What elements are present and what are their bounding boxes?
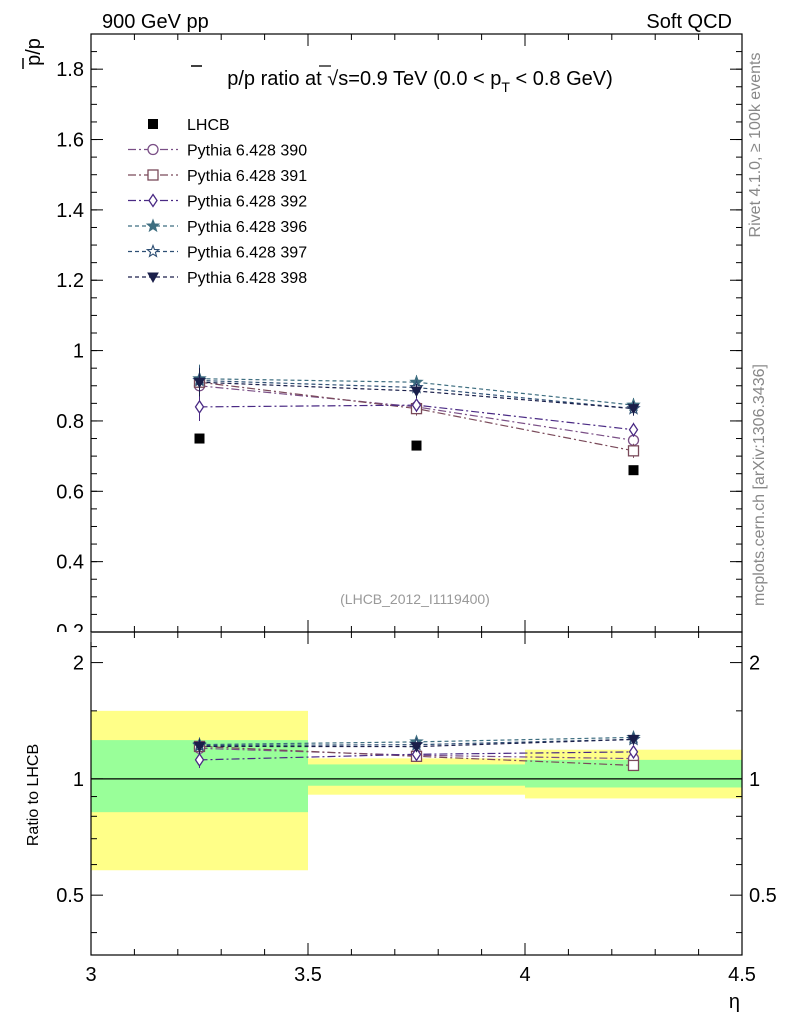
band-green-1 bbox=[308, 764, 525, 786]
series-point-5-2 bbox=[627, 404, 640, 415]
y-tick-label-0: 0.4 bbox=[56, 552, 84, 574]
series-line-0 bbox=[199, 385, 634, 441]
y-axis-title: p/p bbox=[22, 38, 45, 69]
data-point-lhcb-2 bbox=[628, 465, 639, 476]
y-tick-label-2: 0.8 bbox=[56, 411, 84, 433]
legend-label-5: Pythia 6.428 398 bbox=[187, 270, 307, 287]
data-point-lhcb-0 bbox=[194, 433, 205, 444]
y-tick-label-6: 1.6 bbox=[56, 130, 84, 152]
series-point-2-0 bbox=[194, 399, 205, 415]
title-sub: T bbox=[501, 79, 510, 95]
ratio-point-1-2 bbox=[627, 759, 640, 772]
title-pre: p/p ratio at bbox=[227, 68, 327, 90]
y-tick-label-3: 1 bbox=[73, 341, 84, 363]
header-left-label: 900 GeV pp bbox=[102, 11, 209, 33]
legend-marker-0 bbox=[147, 143, 159, 156]
ratio-tick-label-right-2: 2 bbox=[749, 653, 760, 675]
legend-marker-2 bbox=[148, 193, 158, 208]
ratio-point-2-0 bbox=[194, 752, 205, 768]
y-tick-label-4: 1.2 bbox=[56, 270, 84, 292]
analysis-label: (LHCB_2012_I1119400) bbox=[340, 591, 490, 607]
series-point-2-1 bbox=[411, 397, 422, 413]
legend-label-1: Pythia 6.428 391 bbox=[187, 168, 307, 185]
axes: 0.40.60.811.21.41.61.80.233.544.50.50.51… bbox=[40, 33, 777, 986]
mcplots-label: mcplots.cern.ch [arXiv:1306.3436] bbox=[751, 364, 768, 606]
legend-marker-lhcb bbox=[148, 119, 158, 129]
header-right-label: Soft QCD bbox=[646, 11, 732, 33]
chart-title: p/p ratio at √s=0.9 TeV (0.0 < pT < 0.8 … bbox=[227, 68, 613, 95]
ratio-point-2-1 bbox=[411, 747, 422, 762]
x-tick-label-0: 3 bbox=[85, 964, 96, 986]
ratio-series-group bbox=[192, 729, 641, 772]
ratio-point-5-1 bbox=[410, 742, 423, 753]
ratio-point-5-2 bbox=[627, 734, 640, 746]
title-s-rest: s=0.9 TeV (0.0 < p bbox=[338, 68, 501, 90]
x-tick-label-2: 4 bbox=[519, 964, 530, 986]
legend-label-lhcb: LHCB bbox=[187, 117, 230, 134]
main-series-group bbox=[192, 364, 641, 476]
y-cut-mask bbox=[40, 632, 92, 642]
ratio-y-axis-title: Ratio to LHCB bbox=[25, 744, 42, 846]
legend: LHCB Pythia 6.428 390 Pythia 6.428 391 Pyth… bbox=[128, 117, 307, 287]
y-tick-label-1: 0.6 bbox=[56, 481, 84, 503]
legend-marker-3 bbox=[145, 218, 161, 233]
ratio-frame bbox=[90, 631, 743, 956]
legend-label-3: Pythia 6.428 396 bbox=[187, 219, 307, 236]
legend-marker-4 bbox=[145, 243, 161, 258]
ratio-tick-label-left-1: 1 bbox=[73, 769, 84, 791]
ratio-point-2-2 bbox=[628, 744, 639, 760]
legend-label-0: Pythia 6.428 390 bbox=[187, 143, 307, 160]
ratio-point-5-0 bbox=[193, 741, 206, 753]
y-tick-label-7: 1.8 bbox=[56, 59, 84, 81]
ratio-tick-label-left-2: 2 bbox=[73, 653, 84, 675]
data-point-lhcb-1 bbox=[411, 440, 422, 451]
legend-marker-5 bbox=[147, 272, 159, 284]
x-tick-label-1: 3.5 bbox=[294, 964, 322, 986]
series-point-5-1 bbox=[410, 386, 423, 398]
series-point-5-0 bbox=[193, 377, 206, 389]
x-axis-title: η bbox=[729, 991, 740, 1013]
x-tick-label-3: 4.5 bbox=[728, 964, 756, 986]
y-axis-title-text: p/p bbox=[23, 38, 45, 66]
series-point-1-2 bbox=[627, 445, 640, 457]
title-sqrt: √ bbox=[327, 68, 338, 90]
rivet-version-label: Rivet 4.1.0, ≥ 100k events bbox=[747, 53, 764, 238]
legend-label-2: Pythia 6.428 392 bbox=[187, 194, 307, 211]
legend-marker-1 bbox=[147, 169, 159, 181]
legend-label-4: Pythia 6.428 397 bbox=[187, 245, 307, 262]
y-tick-label-5: 1.4 bbox=[56, 200, 84, 222]
series-point-2-2 bbox=[628, 422, 639, 437]
ratio-tick-label-right-0: 0.5 bbox=[749, 885, 777, 907]
title-post: < 0.8 GeV) bbox=[510, 68, 613, 90]
ratio-tick-label-left-0: 0.5 bbox=[56, 885, 84, 907]
ratio-tick-label-right-1: 1 bbox=[749, 769, 760, 791]
